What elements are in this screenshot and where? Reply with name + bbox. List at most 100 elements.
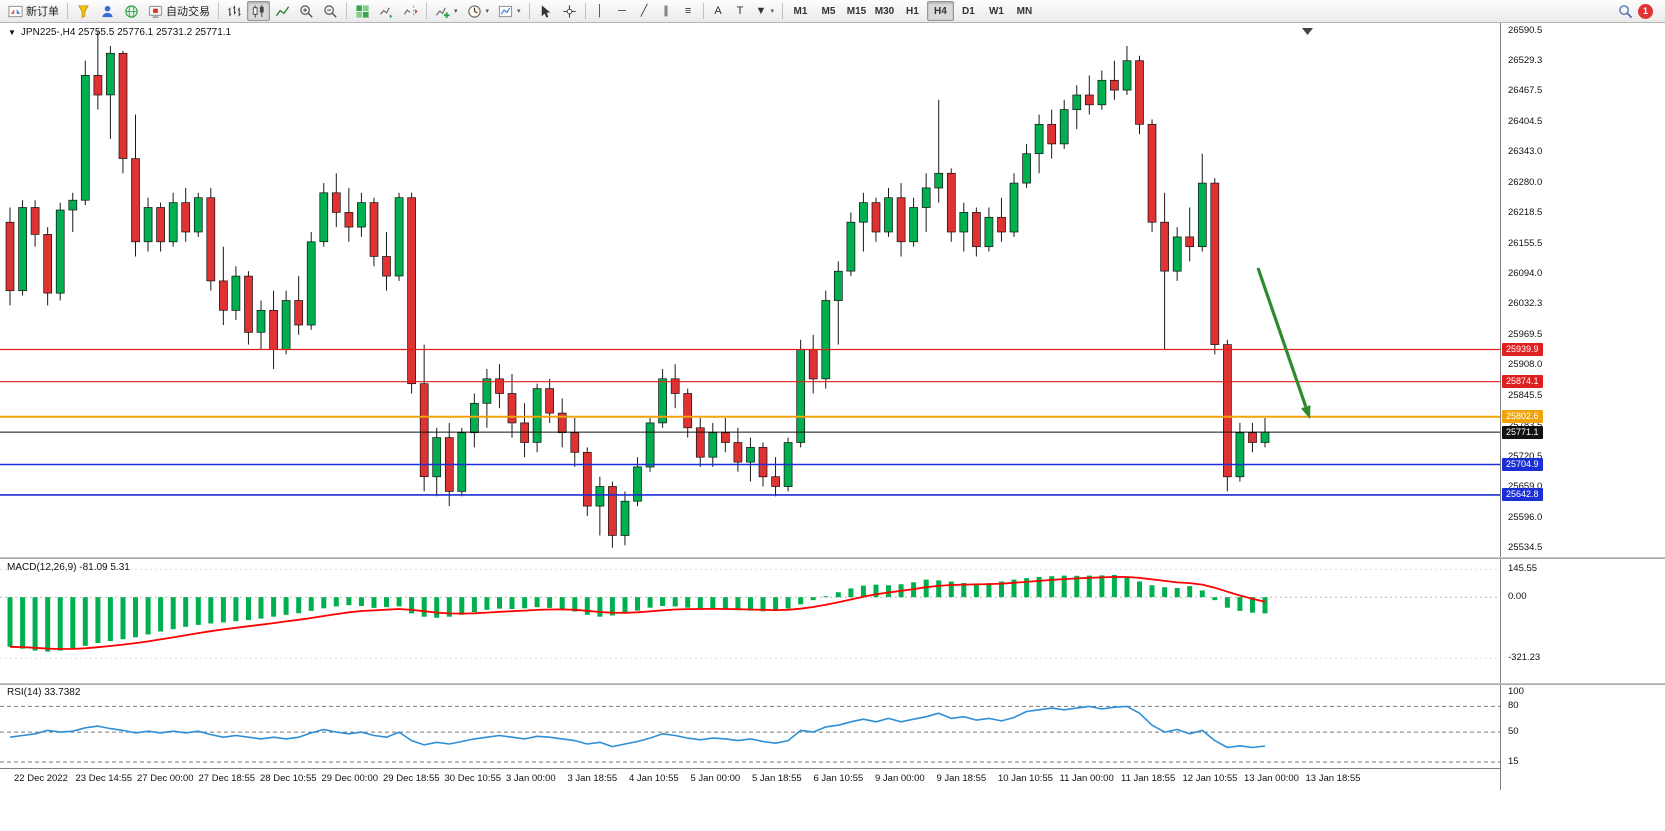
toolbar-separator	[781, 3, 783, 19]
auto-trading-label: 自动交易	[166, 6, 210, 18]
axis-label: 26280.0	[1508, 177, 1543, 189]
chart-shift-icon	[403, 5, 418, 17]
macd-bar	[308, 597, 314, 611]
horizontal-line-button[interactable]: ─	[612, 1, 633, 21]
one-click-collapse-icon[interactable]: ▼	[8, 28, 16, 37]
trend-arrow[interactable]	[1256, 267, 1308, 408]
arrows-tool-button[interactable]: ▼ ▾	[752, 1, 778, 21]
dropdown-caret: ▾	[485, 8, 490, 15]
market-watch-button[interactable]	[72, 1, 95, 21]
macd-bar	[936, 580, 942, 598]
text-tool-button[interactable]: A	[708, 1, 729, 21]
time-axis-label: 30 Dec 10:55	[444, 773, 502, 784]
macd-bar	[572, 597, 578, 612]
time-axis[interactable]: 22 Dec 2022 23 Dec 14:55 27 Dec 00:00 27 De…	[0, 768, 1500, 790]
timeframe-H1[interactable]: H1	[899, 1, 926, 21]
macd-bar	[1011, 579, 1017, 598]
line-chart-icon	[275, 5, 290, 16]
dropdown-caret: ▾	[517, 8, 521, 15]
channel-button[interactable]: ∥	[656, 1, 677, 21]
chart-shift-button[interactable]	[399, 1, 422, 21]
chart-title-text: JPN225-,H4 25755.5 25776.1 25731.2 25771…	[20, 27, 232, 38]
bar-chart-button[interactable]	[223, 1, 246, 21]
macd-bar	[609, 597, 615, 616]
time-axis-label: 9 Jan 00:00	[875, 773, 925, 784]
macd-bar	[195, 597, 201, 625]
periods-button[interactable]: ▾	[463, 1, 494, 21]
search-button[interactable]	[1614, 1, 1637, 21]
auto-scroll-button[interactable]	[375, 1, 398, 21]
axis-label: 80	[1508, 700, 1519, 712]
time-axis-label: 11 Jan 00:00	[1059, 773, 1114, 784]
timeframe-group: M1 M5 M15 M30 H1 H4 D1 W1 MN	[787, 1, 1038, 21]
macd-bar	[1187, 586, 1193, 598]
rsi-pane[interactable]	[0, 685, 1500, 768]
trend-arrow-head[interactable]	[1301, 405, 1311, 419]
indicators-button[interactable]: ▾	[431, 1, 462, 21]
trendline-button[interactable]: ╱	[634, 1, 655, 21]
axis-label: 25845.5	[1508, 389, 1543, 401]
chart-shift-marker[interactable]	[1302, 28, 1313, 35]
macd-bar	[1074, 575, 1080, 598]
macd-bar	[1162, 587, 1168, 598]
time-axis-label: 29 Dec 00:00	[321, 773, 379, 784]
axis-label: 100	[1508, 686, 1524, 697]
price-axis[interactable]: 26590.5 26529.3 26467.5 26404.5 26343.0 26280…	[1500, 23, 1665, 790]
time-axis-label: 5 Jan 00:00	[690, 773, 741, 784]
macd-bar	[559, 597, 565, 609]
tile-windows-button[interactable]	[351, 1, 374, 21]
crosshair-icon	[562, 4, 576, 18]
axis-label: 26590.5	[1508, 25, 1543, 37]
timeframe-M30[interactable]: M30	[871, 1, 898, 21]
vertical-line-button[interactable]: │	[590, 1, 611, 21]
pane-splitter[interactable]	[0, 683, 1665, 685]
fibonacci-button[interactable]: ≡	[678, 1, 699, 21]
zoom-out-button[interactable]	[319, 1, 342, 21]
price-tag-25802.6: 25802.6	[1502, 410, 1543, 424]
accounts-button[interactable]	[96, 1, 119, 21]
macd-bar	[1086, 575, 1092, 598]
timeframe-D1[interactable]: D1	[955, 1, 982, 21]
macd-bar	[860, 585, 866, 598]
timeframe-M1[interactable]: M1	[787, 1, 814, 21]
timeframe-M5[interactable]: M5	[815, 1, 842, 21]
timeframe-MN[interactable]: MN	[1011, 1, 1038, 21]
community-button[interactable]	[120, 1, 143, 21]
text-label-button[interactable]: T	[730, 1, 751, 21]
timeframe-H4[interactable]: H4	[926, 1, 954, 21]
toolbar-separator	[584, 3, 586, 19]
crosshair-button[interactable]	[558, 1, 581, 21]
pane-splitter[interactable]	[0, 557, 1665, 559]
candlestick-chart-button[interactable]	[247, 1, 270, 21]
timeframe-M15[interactable]: M15	[843, 1, 870, 21]
macd-bar	[735, 597, 741, 611]
timeframe-W1[interactable]: W1	[983, 1, 1010, 21]
macd-label: MACD(12,26,9) -81.09 5.31	[7, 562, 130, 573]
zoom-in-button[interactable]	[295, 1, 318, 21]
channel-icon: ∥	[663, 4, 669, 17]
axis-label: 26155.5	[1508, 237, 1543, 249]
new-order-button[interactable]: 新订单	[4, 1, 63, 21]
main-price-pane[interactable]	[0, 23, 1500, 557]
macd-bar	[547, 597, 553, 608]
cursor-button[interactable]	[534, 1, 557, 21]
new-order-label: 新订单	[26, 6, 59, 18]
macd-bar	[296, 597, 302, 614]
macd-pane[interactable]	[0, 559, 1500, 683]
templates-button[interactable]: ▾	[494, 1, 525, 21]
axis-label: 25720.5	[1508, 450, 1543, 462]
arrows-icon: ▼	[755, 4, 767, 17]
line-chart-button[interactable]	[271, 1, 294, 21]
macd-bar	[1049, 576, 1055, 598]
notification-badge[interactable]: 1	[1638, 3, 1653, 19]
macd-bar	[509, 597, 515, 609]
macd-bar	[95, 597, 101, 643]
macd-bar	[1224, 597, 1230, 608]
auto-trading-button[interactable]: 自动交易	[144, 1, 214, 21]
time-axis-label: 27 Dec 00:00	[137, 773, 194, 784]
search-icon	[1619, 4, 1633, 18]
macd-bar	[258, 597, 264, 619]
time-axis-label: 10 Jan 10:55	[998, 773, 1053, 784]
time-axis-label: 12 Jan 10:55	[1182, 773, 1238, 784]
